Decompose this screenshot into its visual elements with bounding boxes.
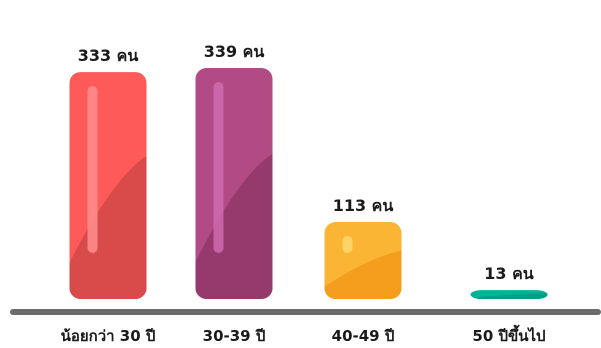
bar-4-value-label: 13 คน — [484, 264, 534, 283]
bar-1-category-label: น้อยกว่า 30 ปี — [61, 327, 156, 345]
bar-3 — [324, 222, 402, 299]
bar-2-category-label: 30-39 ปี — [203, 327, 266, 345]
bar-2 — [195, 68, 273, 299]
baseline-axis — [10, 309, 601, 315]
bar-3-highlight — [342, 236, 353, 253]
bar-2-value-label: 339 คน — [204, 42, 265, 61]
bar-1-highlight — [87, 86, 98, 253]
bar-4 — [470, 290, 548, 299]
labels-layer: 333 คนน้อยกว่า 30 ปี 339 คน 30-39 ปี 113 คน… — [61, 42, 546, 345]
bar-3-value-label: 113 คน — [333, 196, 394, 215]
bar-2-shade — [195, 153, 273, 299]
bar-3-category-label: 40-49 ปี — [332, 327, 395, 345]
bar-3-shade — [324, 250, 402, 299]
bar-4-category-label: 50 ปีขึ้นไป — [472, 324, 545, 345]
bar-2-highlight — [213, 82, 224, 253]
bars-layer — [69, 68, 548, 299]
bar-4-shade — [470, 293, 548, 299]
bar-1-shade — [69, 156, 147, 299]
bar-1-value-label: 333 คน — [78, 46, 139, 65]
bar-1 — [69, 72, 147, 299]
